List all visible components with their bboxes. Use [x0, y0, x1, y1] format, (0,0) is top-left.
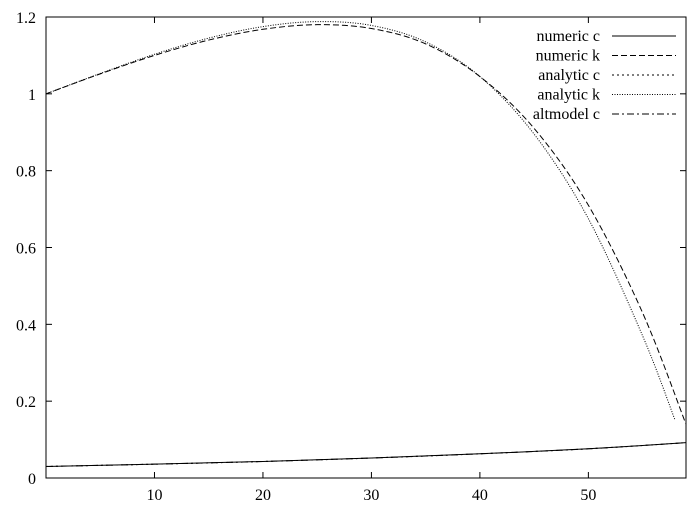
- y-tick-label: 1.2: [16, 10, 36, 27]
- y-tick-label: 0: [28, 471, 36, 488]
- series-line-analytic-k: [45, 21, 676, 421]
- legend: numeric c numeric k analytic c analytic k al…: [533, 28, 676, 123]
- legend-label-numeric-c: numeric c: [536, 28, 600, 45]
- y-tick-label: 0.6: [16, 241, 36, 258]
- tick-marks: 0 0.2 0.4 0.6 0.8 1 1.2 10 20 30 40 50: [16, 10, 686, 504]
- series-line-numeric-k: [45, 24, 687, 425]
- y-tick-label: 0.2: [16, 394, 36, 411]
- x-tick-label: 30: [363, 487, 379, 504]
- series-lines: [45, 21, 687, 467]
- legend-label-analytic-k: analytic k: [537, 87, 600, 104]
- legend-label-altmodel-c: altmodel c: [533, 106, 600, 123]
- y-tick-label: 0.4: [16, 317, 36, 334]
- y-tick-label: 0.8: [16, 164, 36, 181]
- series-line-altmodel-c: [45, 442, 687, 467]
- x-tick-label: 20: [255, 487, 271, 504]
- series-line-analytic-c: [45, 442, 687, 467]
- x-tick-label: 10: [146, 487, 162, 504]
- legend-label-numeric-k: numeric k: [536, 48, 600, 65]
- x-tick-label: 50: [580, 487, 596, 504]
- y-tick-label: 1: [28, 87, 36, 104]
- series-line-numeric-c: [45, 442, 687, 467]
- legend-label-analytic-c: analytic c: [538, 67, 600, 84]
- x-tick-label: 40: [472, 487, 488, 504]
